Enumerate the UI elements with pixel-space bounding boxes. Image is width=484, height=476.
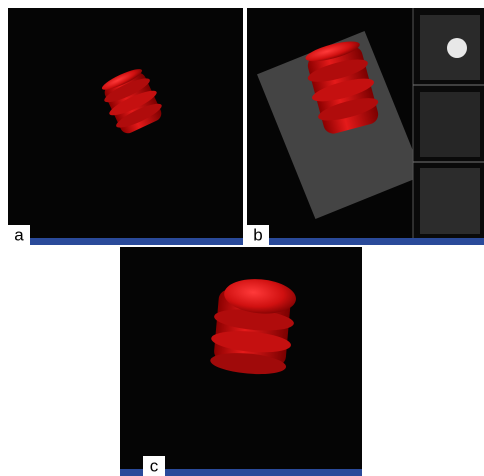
panel-a: a bbox=[8, 8, 243, 245]
cross-section bbox=[447, 38, 467, 58]
panel-label: c bbox=[150, 456, 159, 475]
panel-c: c bbox=[120, 247, 362, 476]
panel-label: b bbox=[253, 225, 262, 244]
figure: a b bbox=[0, 0, 484, 476]
page: a b bbox=[0, 0, 484, 476]
panel-b: b bbox=[247, 8, 484, 245]
panel-label: a bbox=[14, 225, 24, 244]
